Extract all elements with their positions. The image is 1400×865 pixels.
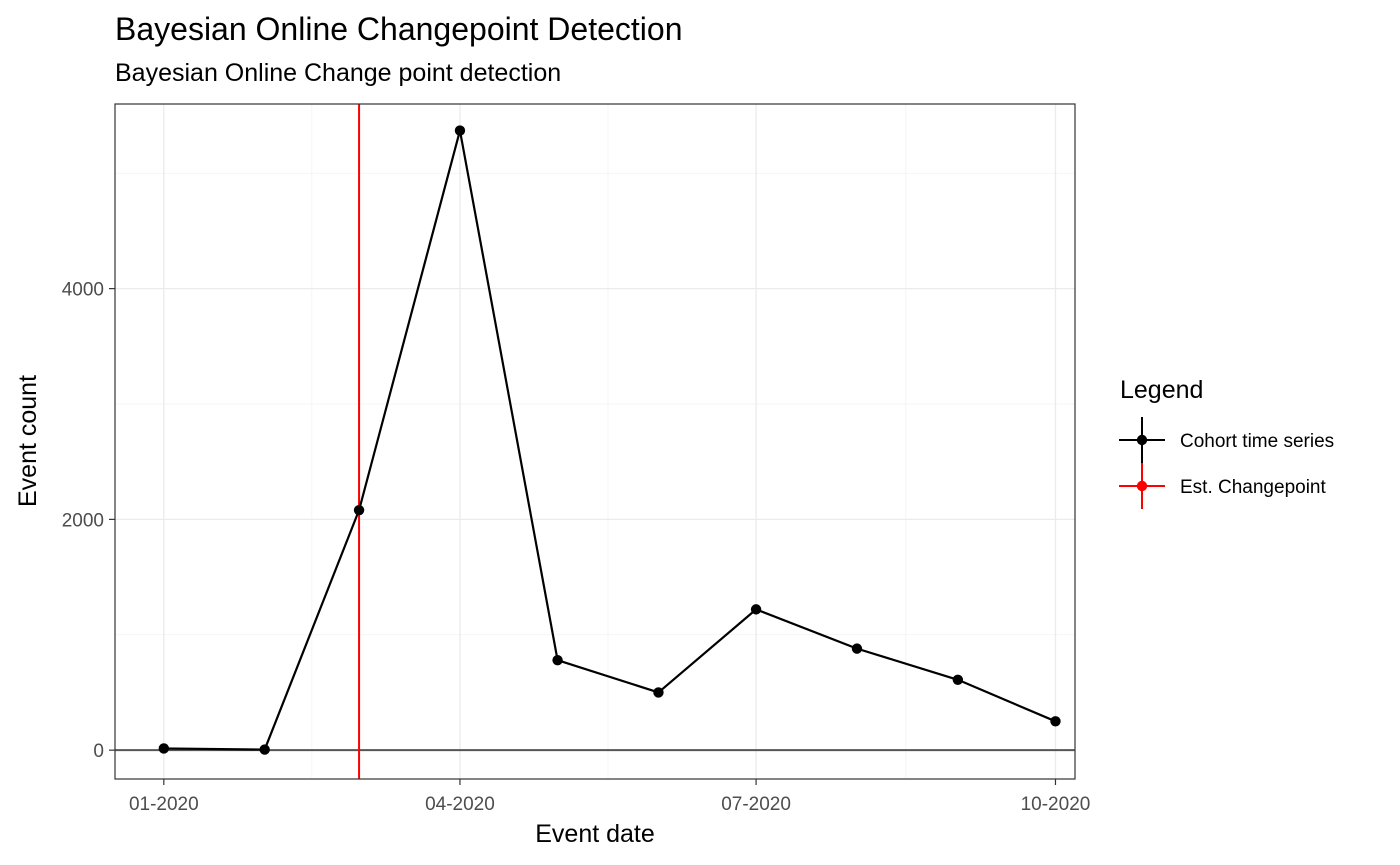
x-axis: 01-2020 04-2020 07-2020 10-2020 — [129, 779, 1090, 815]
x-tick-label: 07-2020 — [721, 794, 791, 815]
y-tick-label: 4000 — [62, 280, 104, 301]
legend-entries: Cohort time series Est. Changepoint — [1119, 417, 1334, 509]
x-tick-label: 01-2020 — [129, 794, 199, 815]
data-point — [653, 687, 664, 698]
data-point — [454, 125, 466, 136]
y-tick-label: 2000 — [62, 510, 104, 531]
y-axis: 0 2000 4000 — [62, 280, 115, 762]
x-tick-label: 10-2020 — [1021, 794, 1091, 815]
y-axis-title: Event count — [14, 375, 42, 507]
legend-label: Cohort time series — [1180, 431, 1334, 452]
x-axis-title: Event date — [535, 820, 655, 848]
plot-area — [114, 103, 1076, 780]
data-point — [851, 643, 863, 654]
minor-gridlines — [115, 104, 1075, 779]
data-point — [259, 744, 270, 755]
y-tick-label: 0 — [93, 741, 104, 762]
series-layer — [158, 125, 1061, 755]
data-point — [952, 674, 964, 685]
legend-key-point — [1136, 480, 1148, 492]
data-point — [1050, 716, 1061, 727]
chart-title: Bayesian Online Changepoint Detection — [115, 11, 682, 47]
legend-label: Est. Changepoint — [1180, 477, 1326, 498]
legend-key-point — [1136, 434, 1148, 446]
x-tick-label: 04-2020 — [425, 794, 495, 815]
data-point — [353, 504, 365, 516]
plot-background — [115, 104, 1075, 779]
data-point — [158, 743, 170, 754]
data-point — [750, 604, 762, 615]
plot-border — [114, 103, 1076, 780]
data-point — [552, 654, 563, 666]
series-line — [163, 129, 1056, 751]
legend-title: Legend — [1120, 376, 1203, 404]
chart-subtitle: Bayesian Online Change point detection — [115, 59, 561, 87]
legend: Legend Cohort time series Est. Changepoin… — [1119, 376, 1334, 509]
